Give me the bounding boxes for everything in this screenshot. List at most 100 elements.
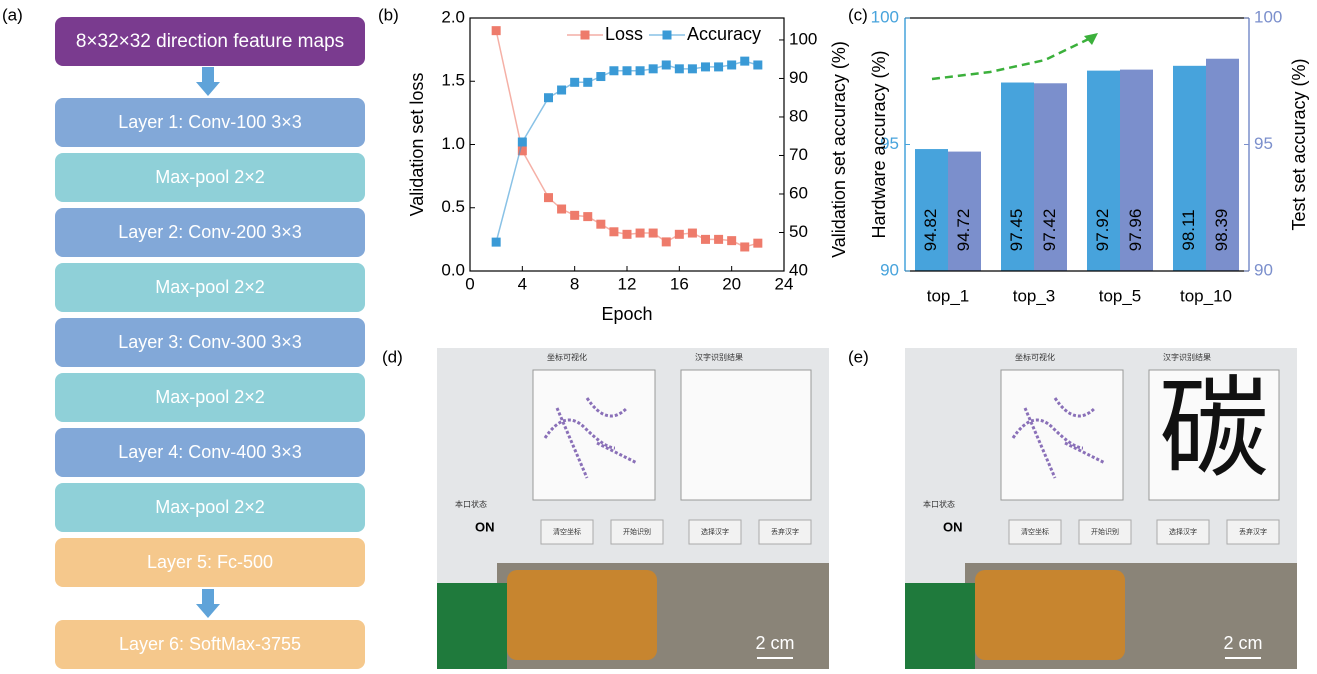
dialog-right [681,370,811,500]
panel-label: (e) [848,347,869,366]
panel-label: (a) [2,5,23,24]
value-label: 98.11 [1179,209,1198,250]
y2-tick-label: 80 [789,106,808,125]
sensor-array [507,570,657,660]
x-tick-label: 0 [465,274,474,293]
point [623,230,632,239]
layer-label: Layer 3: Conv-300 3×3 [118,332,302,352]
point [675,230,684,239]
panel-label: (b) [378,5,399,24]
layer-label: Max-pool 2×2 [155,387,265,407]
x-tick-label: 4 [518,274,527,293]
point [518,137,527,146]
x-tick-label: 12 [618,274,637,293]
value-label: 97.92 [1093,209,1112,252]
point [609,66,618,75]
y-tick-label: 90 [880,260,899,279]
value-label: 97.42 [1040,209,1059,252]
status: ON [943,519,963,534]
point [492,238,501,247]
scale-label: 2 cm [1223,633,1262,653]
point [662,60,671,69]
port-label: 本口状态 [455,499,487,509]
x-axis-label: Epoch [601,304,652,324]
recognized-character: 碳 [1159,368,1269,491]
point [570,211,579,220]
button-label: 开始识别 [1091,527,1119,536]
point [636,66,645,75]
screen-header: 坐标可视化 [547,352,587,362]
point [570,78,579,87]
point [727,236,736,245]
value-label: 98.39 [1212,209,1231,252]
sensor-array [975,570,1125,660]
y2-tick-label: 95 [1254,134,1273,153]
point [753,239,762,248]
x-tick-label: 16 [670,274,689,293]
figure: (a) (b) (c) (d) (e) 8×32×32 direction fe… [0,0,1317,669]
point [688,64,697,73]
point [557,86,566,95]
legend-marker [581,31,590,40]
trend-arrow [932,36,1095,79]
point [544,193,553,202]
point [740,57,749,66]
x-tick-label: top_3 [1013,286,1056,305]
x-tick-label: 20 [722,274,741,293]
layer-label: Max-pool 2×2 [155,277,265,297]
legend-marker [663,31,672,40]
value-label: 97.96 [1126,209,1145,252]
layer-label: Layer 2: Conv-200 3×3 [118,222,302,242]
layer-label: Max-pool 2×2 [155,167,265,187]
circuit-board [905,583,975,669]
layer-label: 8×32×32 direction feature maps [76,31,344,52]
y2-tick-label: 90 [1254,260,1273,279]
y-tick-label: 2.0 [441,7,465,26]
value-label: 97.45 [1007,209,1026,252]
y2-tick-label: 70 [789,145,808,164]
point [544,93,553,102]
point [753,60,762,69]
layer-label: Layer 4: Conv-400 3×3 [118,442,302,462]
point [623,66,632,75]
point [701,235,710,244]
y-tick-label: 100 [871,7,899,26]
point [636,229,645,238]
series-line [496,61,758,242]
screen-header: 汉字识别结果 [1163,352,1211,362]
point [557,205,566,214]
y2-tick-label: 60 [789,183,808,202]
y2-tick-label: 100 [789,29,817,48]
layer-label: Max-pool 2×2 [155,497,265,517]
y2-tick-label: 40 [789,260,808,279]
status: ON [475,519,495,534]
point [492,26,501,35]
point [714,62,723,71]
x-tick-label: top_1 [927,286,970,305]
point [662,237,671,246]
x-tick-label: 8 [570,274,579,293]
y-tick-label: 0.5 [441,197,465,216]
y2-tick-label: 90 [789,68,808,87]
legend-label: Loss [605,24,643,44]
point [596,220,605,229]
point [596,72,605,81]
point [701,62,710,71]
point [583,78,592,87]
screen-header: 坐标可视化 [1015,352,1055,362]
point [714,235,723,244]
point [740,242,749,251]
x-tick-label: top_10 [1180,286,1232,305]
layer-label: Layer 1: Conv-100 3×3 [118,112,302,132]
y-tick-label: 1.0 [441,134,465,153]
x-tick-label: top_5 [1099,286,1142,305]
y-tick-label: 1.5 [441,71,465,90]
y2-axis-label: Validation set accuracy (%) [829,41,849,258]
point [649,229,658,238]
button-label: 选择汉字 [701,527,729,536]
y2-tick-label: 50 [789,222,808,241]
y2-tick-label: 100 [1254,7,1282,26]
point [688,229,697,238]
button-label: 丢弃汉字 [771,527,799,536]
layer-label: Layer 5: Fc-500 [147,552,273,572]
